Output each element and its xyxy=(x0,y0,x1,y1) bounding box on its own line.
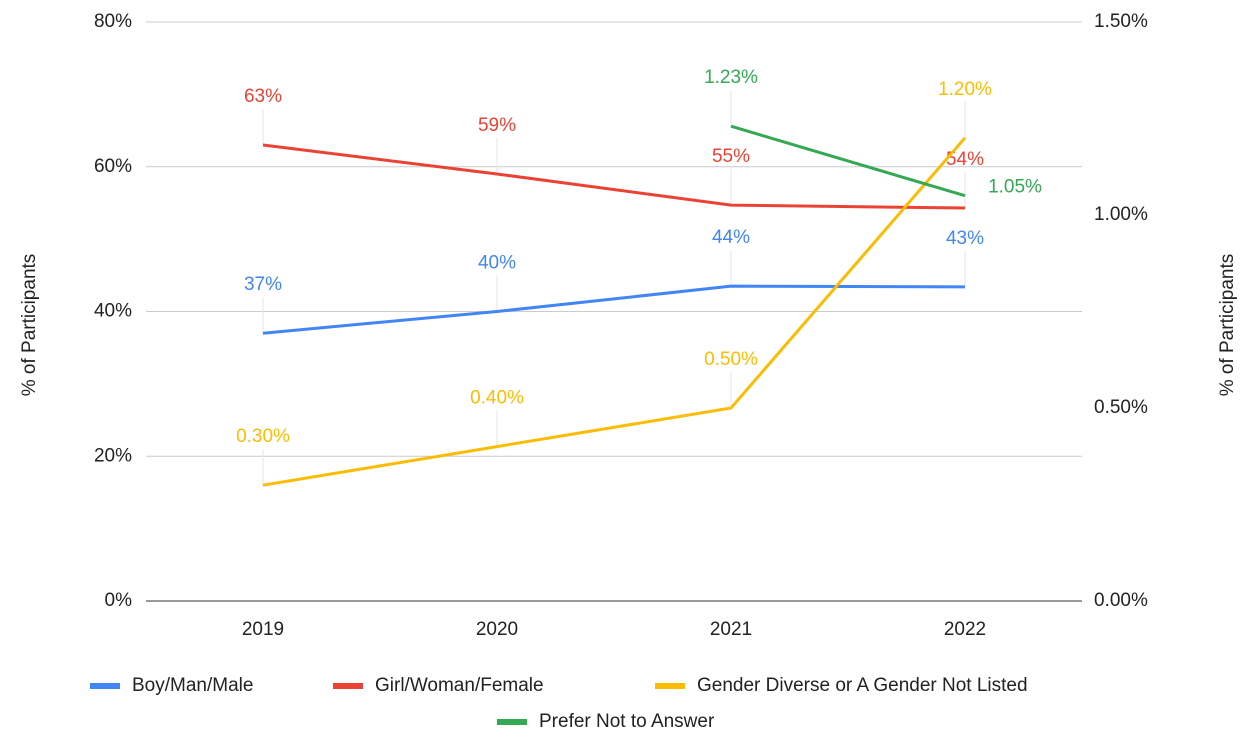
data-label: 40% xyxy=(478,253,516,274)
y2-tick-label: 0.50% xyxy=(1094,397,1148,418)
data-label: 63% xyxy=(244,86,282,107)
legend-label: Boy/Man/Male xyxy=(132,675,253,696)
data-label: 37% xyxy=(244,274,282,295)
data-label: 0.30% xyxy=(236,426,290,447)
series-line xyxy=(262,284,966,335)
x-tick-label: 2019 xyxy=(242,619,284,640)
x-tick-label: 2022 xyxy=(944,619,986,640)
data-label: 54% xyxy=(946,149,984,170)
y-tick-label: 0% xyxy=(105,590,133,611)
data-label: 0.40% xyxy=(470,388,524,409)
data-label: 1.05% xyxy=(988,177,1042,198)
legend-label: Prefer Not to Answer xyxy=(539,711,715,732)
y2-tick-label: 1.00% xyxy=(1094,204,1148,225)
legend-label: Girl/Woman/Female xyxy=(375,675,544,696)
data-label: 1.23% xyxy=(704,67,758,88)
y-tick-label: 20% xyxy=(94,445,132,466)
series-line xyxy=(730,124,966,198)
data-label: 55% xyxy=(712,146,750,167)
x-tick-label: 2020 xyxy=(476,619,518,640)
y2-tick-label: 1.50% xyxy=(1094,11,1148,32)
series-line xyxy=(262,136,967,487)
y-axis-title: % of Participants xyxy=(19,254,40,397)
data-label: 1.20% xyxy=(938,79,992,100)
series-line xyxy=(262,143,966,210)
data-label: 59% xyxy=(478,115,516,136)
y-tick-label: 60% xyxy=(94,156,132,177)
data-label: 43% xyxy=(946,228,984,249)
legend-swatch xyxy=(90,683,120,689)
y2-axis-title: % of Participants xyxy=(1217,254,1238,397)
data-label: 44% xyxy=(712,227,750,248)
y-tick-label: 40% xyxy=(94,301,132,322)
y2-tick-label: 0.00% xyxy=(1094,590,1148,611)
legend-swatch xyxy=(333,683,363,689)
legend-swatch xyxy=(655,683,685,689)
x-tick-label: 2021 xyxy=(710,619,752,640)
legend-label: Gender Diverse or A Gender Not Listed xyxy=(697,675,1028,696)
legend-swatch xyxy=(497,719,527,725)
data-label: 0.50% xyxy=(704,349,758,370)
y-tick-label: 80% xyxy=(94,11,132,32)
